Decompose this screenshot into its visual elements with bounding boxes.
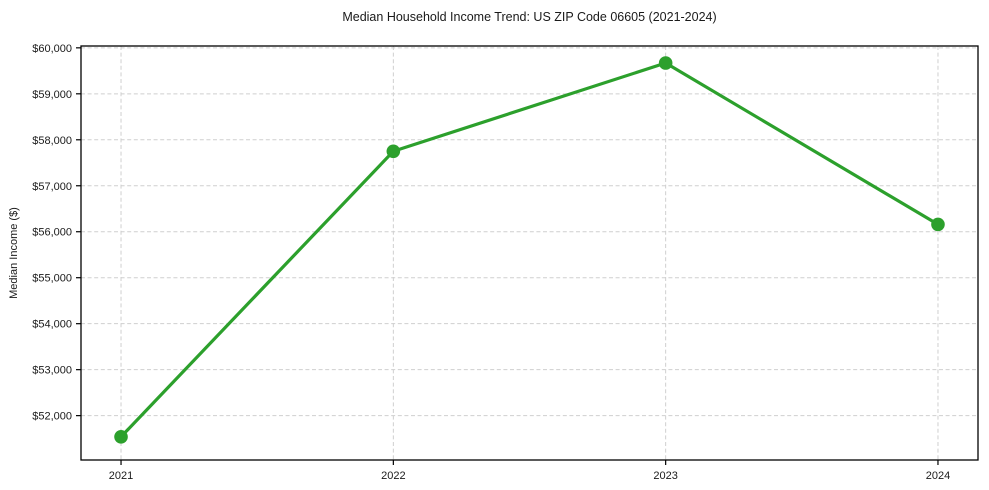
data-point [658,56,673,70]
x-tick-label: 2021 [109,470,133,482]
y-tick-label: $60,000 [32,43,72,55]
y-tick-label: $57,000 [32,181,72,193]
x-tick-label: 2022 [381,470,405,482]
y-tick-label: $56,000 [32,227,72,239]
data-point [931,217,945,232]
y-axis-label: Median Income ($) [8,207,20,299]
data-point [386,144,401,159]
x-tick-label: 2024 [926,470,950,482]
y-tick-label: $54,000 [32,319,72,331]
y-tick-label: $53,000 [32,365,72,377]
y-tick-label: $52,000 [32,411,72,423]
chart-title: Median Household Income Trend: US ZIP Co… [342,10,717,24]
y-tick-label: $58,000 [32,135,72,147]
plot-border [80,45,979,461]
y-tick-label: $59,000 [32,89,72,101]
x-tick-label: 2023 [653,470,677,482]
trend-line [119,61,940,439]
y-tick-label: $55,000 [32,273,72,285]
data-point [114,429,128,444]
